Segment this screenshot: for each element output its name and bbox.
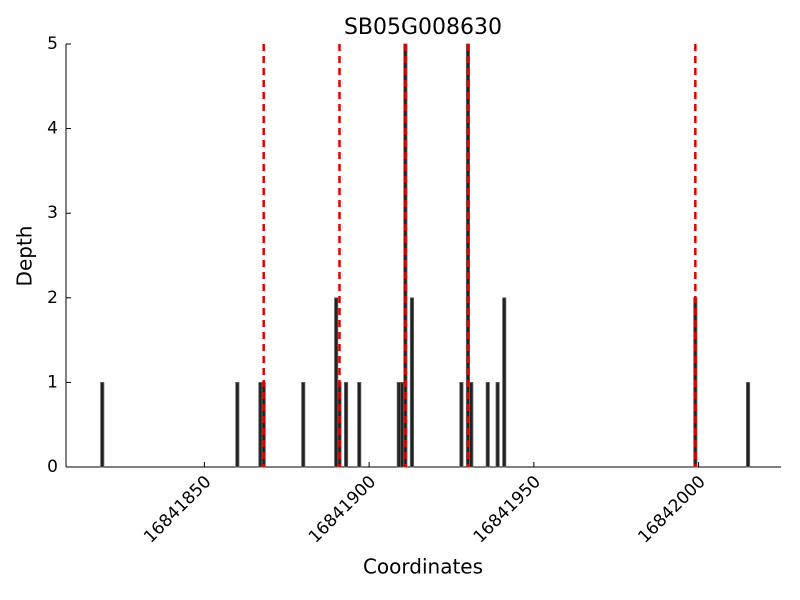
- bar: [301, 381, 306, 468]
- x-axis-label: Coordinates: [363, 555, 483, 579]
- bar: [100, 381, 105, 468]
- y-axis-label: Depth: [13, 226, 37, 287]
- x-tick-label: 16842000: [634, 472, 709, 547]
- y-tick-label: 4: [47, 119, 58, 139]
- bar: [409, 297, 415, 468]
- bar: [344, 381, 349, 468]
- bar: [459, 381, 464, 468]
- bar: [469, 381, 474, 468]
- bar: [258, 381, 263, 468]
- bar: [334, 297, 339, 468]
- bar: [746, 381, 751, 468]
- y-tick-label: 5: [47, 34, 58, 54]
- bar: [396, 381, 401, 468]
- x-tick-label: 16841950: [470, 472, 545, 547]
- bar: [400, 381, 405, 468]
- y-tick-label: 2: [47, 288, 58, 308]
- y-tick-label: 1: [47, 372, 58, 392]
- bar: [235, 381, 240, 468]
- y-tick-label: 3: [47, 203, 58, 223]
- bar: [502, 297, 507, 468]
- bar: [495, 381, 500, 468]
- x-tick-label: 16841900: [305, 472, 380, 547]
- y-tick-label: 0: [47, 457, 58, 477]
- x-tick-label: 16841850: [140, 472, 215, 547]
- chart-title: SB05G008630: [344, 15, 502, 40]
- bar: [485, 381, 490, 468]
- bar: [357, 381, 362, 468]
